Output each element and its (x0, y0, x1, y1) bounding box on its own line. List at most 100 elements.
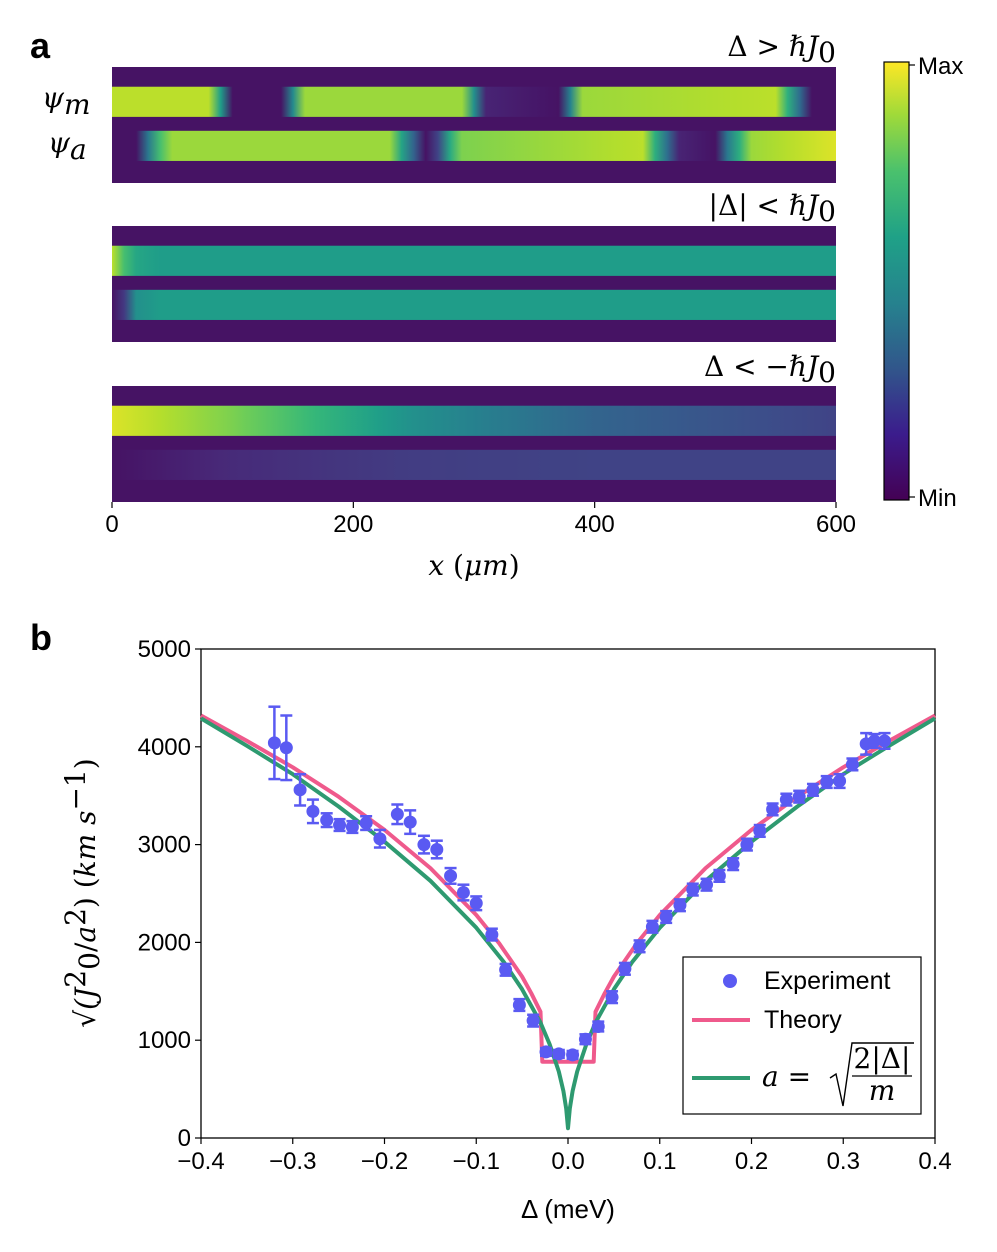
experiment-point (430, 842, 444, 856)
experiment-point (618, 962, 632, 976)
experiment-point (403, 815, 417, 829)
subplot-title-3: Δ < −ℏJ0 (704, 350, 836, 389)
x-tick-label: 0.4 (918, 1148, 951, 1175)
experiment-point (469, 896, 483, 910)
colorbar-max-label: Max (918, 53, 963, 80)
x-axis-label: Δ (meV) (521, 1194, 615, 1224)
experiment-point (539, 1045, 553, 1059)
experiment-point (686, 883, 700, 897)
experiment-point (499, 963, 513, 977)
experiment-point (712, 869, 726, 883)
experiment-point (566, 1048, 580, 1062)
subplot-title-2: |Δ| < ℏJ0 (709, 189, 836, 228)
heatmap-row-psi-a (112, 289, 836, 320)
row-label-psi-a: ψa (48, 126, 87, 166)
x-tick-label: 0.1 (643, 1148, 676, 1175)
experiment-point (845, 757, 859, 771)
heatmap-row-psi-m (112, 245, 836, 276)
scatter-series (199, 705, 937, 1131)
legend: Experiment Theory a = 2|Δ| m (682, 956, 922, 1115)
svg-text:√(J20/a2) (km s−1): √(J20/a2) (km s−1) (59, 758, 106, 1027)
heatmap-row-psi-a (112, 449, 836, 480)
heatmap-x-axis: 0 200 400 600 (105, 502, 856, 538)
svg-text:ψm: ψm (42, 81, 91, 121)
heatmap-background (112, 67, 836, 183)
experiment-point (306, 804, 320, 818)
experiment-point (591, 1020, 605, 1034)
experiment-points (267, 705, 892, 1062)
y-tick-label: 2000 (138, 929, 191, 956)
heatmap-row-psi-m (112, 405, 836, 436)
y-tick-label: 5000 (138, 636, 191, 663)
x-tick-label: −0.1 (453, 1148, 500, 1175)
experiment-point (293, 783, 307, 797)
experiment-point (485, 928, 499, 942)
svg-text:Δ > ℏJ0: Δ > ℏJ0 (727, 30, 836, 69)
experiment-point (806, 783, 820, 797)
experiment-point (726, 857, 740, 871)
heatmap-subplot-1 (112, 67, 836, 183)
experiment-point (417, 838, 431, 852)
experiment-point (512, 998, 526, 1012)
experiment-point (820, 775, 834, 789)
experiment-point (345, 820, 359, 834)
experiment-point (267, 736, 281, 750)
svg-text:|Δ| < ℏJ0: |Δ| < ℏJ0 (709, 189, 836, 228)
legend-fit-label: a = (762, 1060, 811, 1093)
experiment-point (526, 1014, 540, 1028)
experiment-point (578, 1032, 592, 1046)
y-tick-label: 3000 (138, 832, 191, 859)
experiment-point (633, 939, 647, 953)
experiment-point (878, 734, 892, 748)
heatmap-row-psi-a (112, 130, 836, 161)
svg-text:Δ < −ℏJ0: Δ < −ℏJ0 (704, 350, 836, 389)
heatmap-background (112, 226, 836, 342)
experiment-point (700, 878, 714, 892)
experiment-point (552, 1047, 566, 1061)
experiment-point (766, 802, 780, 816)
panel-letter-b: b (30, 617, 52, 658)
heatmap-x-tick-label: 200 (333, 511, 373, 538)
row-label-psi-m: ψm (42, 81, 91, 121)
experiment-point (753, 824, 767, 838)
heatmap-group (112, 67, 836, 502)
colorbar-min-label: Min (918, 485, 957, 512)
heatmap-row-psi-m (112, 86, 836, 117)
y-tick-label: 1000 (138, 1027, 191, 1054)
heatmap-x-tick-label: 400 (575, 511, 615, 538)
experiment-point (605, 990, 619, 1004)
experiment-point (792, 790, 806, 804)
experiment-point (390, 807, 404, 821)
x-tick-label: −0.3 (269, 1148, 316, 1175)
legend-fit-prefix: a = (762, 1060, 811, 1093)
legend-fit-numerator: 2|Δ| (854, 1042, 911, 1075)
colorbar (883, 61, 910, 501)
legend-experiment-marker (723, 974, 737, 988)
experiment-point (740, 838, 754, 852)
legend-theory-label: Theory (764, 1006, 842, 1034)
x-tick-label: −0.4 (177, 1148, 224, 1175)
scatter-axes: −0.4 −0.3 −0.2 −0.1 0.0 0.1 0.2 0.3 0.4 0 1000 2000… (138, 636, 952, 1175)
heatmap-subplot-3 (112, 386, 836, 502)
legend-fit-denominator: m (869, 1074, 896, 1107)
heatmap-subplot-2 (112, 226, 836, 342)
experiment-point (359, 816, 373, 830)
legend-experiment-label: Experiment (764, 967, 890, 995)
panel-letter-a: a (30, 25, 51, 66)
experiment-point (456, 886, 470, 900)
heatmap-x-tick-label: 600 (816, 511, 856, 538)
heatmap-background (112, 386, 836, 502)
experiment-point (444, 869, 458, 883)
x-tick-label: 0.3 (827, 1148, 860, 1175)
experiment-point (373, 832, 387, 846)
experiment-point (333, 818, 347, 832)
y-axis-label: √(J20/a2) (km s−1) (59, 758, 106, 1027)
experiment-point (779, 793, 793, 807)
x-tick-label: 0.0 (551, 1148, 584, 1175)
svg-text:ψa: ψa (48, 126, 87, 166)
x-tick-label: 0.2 (735, 1148, 768, 1175)
experiment-point (320, 813, 334, 827)
experiment-point (279, 741, 293, 755)
experiment-point (833, 774, 847, 788)
